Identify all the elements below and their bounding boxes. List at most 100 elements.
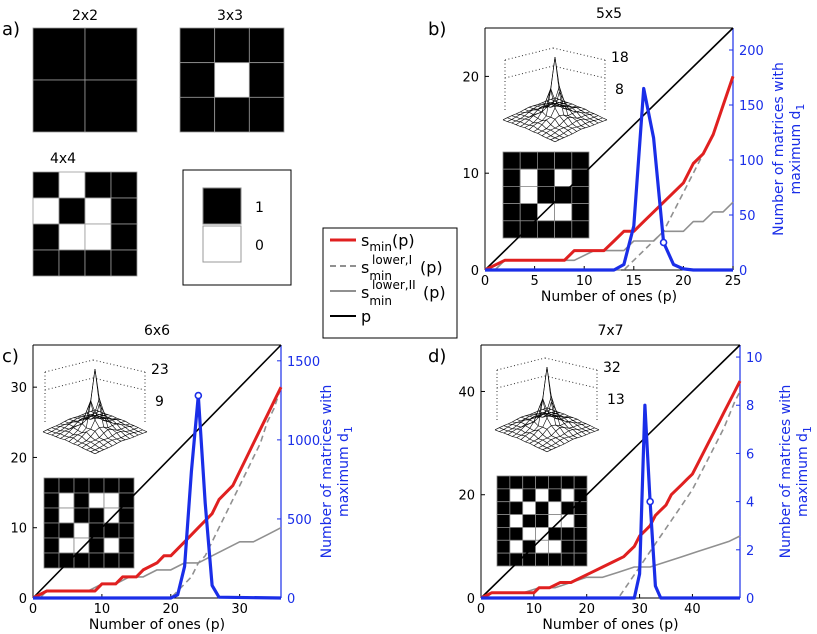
inset-zmax-label: 23: [151, 362, 169, 378]
matrix-cell-one: [84, 27, 138, 81]
y2-tick-label: 0: [287, 592, 295, 607]
matrix-cell-zero: [554, 203, 573, 222]
y2-tick-label: 0: [746, 592, 754, 607]
inset-zmax-label: 32: [603, 360, 621, 376]
panel-a: a) 2x2 3x3 4x4 1 0: [2, 8, 292, 286]
matrix-cell-one: [509, 501, 524, 515]
matrix-cell-one: [522, 475, 536, 490]
inset-surface-line: [524, 87, 577, 128]
matrix-cell-zero: [88, 492, 105, 509]
matrix-cell-one: [535, 475, 549, 490]
matrix-cell-one: [509, 527, 524, 541]
matrix-cell-zero: [548, 539, 562, 554]
y2-axis-label: Number of matrices withmaximum d1: [778, 385, 814, 559]
y-tick-label: 20: [458, 489, 475, 504]
inset-surface-line: [550, 117, 603, 140]
matrix-cell-one: [214, 27, 250, 64]
matrix-cell-one: [496, 539, 511, 554]
matrix-cell-zero: [73, 522, 90, 539]
matrix-cell-zero: [58, 492, 75, 509]
y-tick-label: 20: [10, 451, 27, 466]
inset-surface-line: [511, 115, 564, 138]
y2-tick-label: 4: [746, 496, 754, 511]
matrix-cell-one: [548, 475, 562, 490]
matrix-cell-one: [58, 197, 86, 225]
matrix-cell-one: [248, 27, 285, 64]
y-tick-label: 0: [19, 592, 27, 607]
inset-surface-line: [554, 119, 608, 143]
matrix-cell-one: [43, 477, 60, 494]
matrix-cell-one: [32, 79, 86, 133]
matrix-cell-zero: [58, 507, 75, 524]
series-s-min-lower-i-p: [33, 386, 282, 599]
matrix-cell-one: [537, 168, 556, 187]
y-tick-label: 10: [10, 522, 27, 537]
x-tick-label: 20: [163, 602, 180, 617]
chart-title: 6x6: [144, 323, 170, 339]
matrix-4x4-title: 4x4: [50, 151, 76, 167]
panel-label: b): [428, 19, 446, 40]
series-p: [484, 27, 734, 271]
matrix-cell-one: [248, 96, 285, 133]
matrix-cell-one: [573, 552, 588, 567]
inset-surface-line: [42, 431, 96, 455]
inset-box-edge: [496, 375, 546, 389]
matrix-cell-one: [118, 537, 135, 554]
matrix-cell-one: [537, 151, 556, 170]
matrix-cell-one: [32, 249, 60, 277]
matrix-cell-one: [571, 203, 590, 222]
x-tick-label: 15: [626, 274, 643, 289]
matrix-cell-zero: [103, 507, 120, 524]
matrix-cell-one: [118, 552, 135, 569]
inset-box-edge: [92, 359, 146, 373]
inset-surface-line: [90, 429, 143, 452]
y-tick-label: 10: [462, 167, 479, 182]
matrix-cell-zero: [548, 501, 562, 515]
inset-box-edge: [496, 357, 546, 371]
matrix-2x2: [32, 27, 138, 133]
x-tick-label: 25: [725, 274, 742, 289]
series-s-min-p: [484, 75, 735, 272]
chart-title: 7x7: [597, 323, 623, 339]
matrix-cell-zero: [519, 185, 538, 204]
matrix-cell-one: [248, 62, 285, 98]
matrix-cell-zero: [522, 501, 536, 515]
matrix-cell-one: [522, 488, 536, 503]
x-tick-label: 40: [684, 602, 701, 617]
matrix-cell-one: [110, 171, 138, 199]
matrix-4x4: [32, 171, 138, 277]
series-s-min-p: [32, 386, 283, 600]
matrix-cell-one: [502, 203, 521, 222]
y2-tick-label: 10: [746, 351, 763, 366]
panel-a-label: a): [2, 19, 20, 40]
panel-label: d): [428, 346, 446, 367]
series-p: [480, 344, 741, 599]
inset-surface-line: [94, 431, 148, 455]
x-tick-label: 10: [576, 274, 593, 289]
key-black-cell: [202, 187, 242, 225]
y-tick-label: 30: [10, 381, 27, 396]
matrix-cell-one: [118, 522, 135, 539]
matrix-cell-one: [73, 552, 90, 569]
y2-tick-label: 100: [739, 154, 764, 169]
matrix-cell-one: [573, 501, 588, 515]
series-count: [481, 403, 740, 600]
matrix-cell-one: [571, 185, 590, 204]
matrix-cell-one: [496, 501, 511, 515]
x-tick-label: 30: [631, 602, 648, 617]
matrix-cell-zero: [214, 62, 250, 98]
y2-tick-label: 200: [739, 44, 764, 59]
matrix-cell-zero: [537, 203, 556, 222]
matrix-cell-zero: [58, 223, 86, 251]
matrix-cell-one: [84, 249, 112, 277]
matrix-cell-one: [535, 514, 549, 528]
matrix-cell-one: [32, 171, 60, 199]
y-tick-label: 20: [462, 70, 479, 85]
matrix-cell-one: [554, 151, 573, 170]
matrix-cell-one: [103, 552, 120, 569]
matrix-cell-one: [519, 203, 538, 222]
legend-label-lower-2: sminlower,II (p): [361, 278, 446, 308]
inset-box-edge: [552, 47, 606, 61]
x-tick-label: 0: [29, 602, 37, 617]
